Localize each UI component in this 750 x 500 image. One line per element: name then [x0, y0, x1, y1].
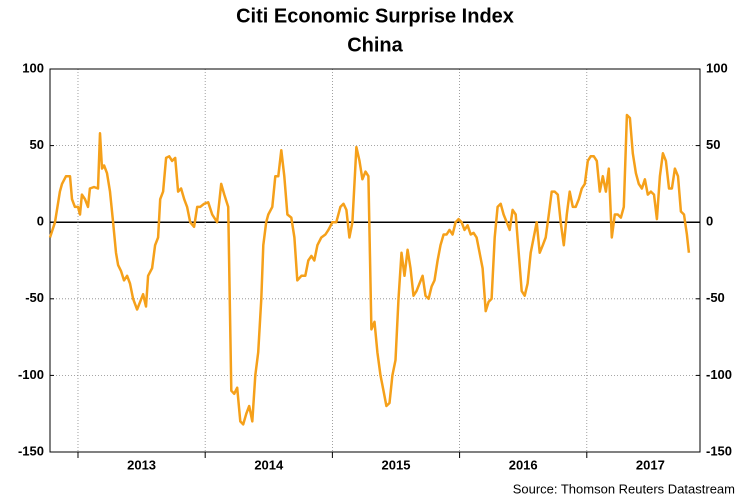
- y-tick-label: -50: [25, 290, 44, 305]
- x-tick-label: 2014: [254, 457, 284, 472]
- y-tick-label: 50: [30, 137, 44, 152]
- y-tick-label: 0: [37, 214, 44, 229]
- chart-subtitle: China: [347, 34, 403, 56]
- y-tick-label: 100: [22, 60, 44, 75]
- source-note: Source: Thomson Reuters Datastream: [513, 481, 735, 496]
- x-tick-label: 2016: [509, 457, 538, 472]
- y2-tick-label: 0: [706, 214, 713, 229]
- chart-title: Citi Economic Surprise Index: [236, 5, 514, 27]
- y-tick-label: -150: [18, 443, 44, 458]
- y2-tick-label: 100: [706, 60, 728, 75]
- x-tick-label: 2015: [382, 457, 411, 472]
- x-tick-label: 2017: [636, 457, 665, 472]
- y2-tick-label: -150: [706, 443, 732, 458]
- data-line: [48, 113, 691, 426]
- y2-tick-label: -100: [706, 367, 732, 382]
- y2-tick-label: 50: [706, 137, 720, 152]
- x-tick-label: 2013: [127, 457, 156, 472]
- plot-frame: [49, 68, 701, 453]
- y2-tick-label: -50: [706, 290, 725, 305]
- y-tick-label: -100: [18, 367, 44, 382]
